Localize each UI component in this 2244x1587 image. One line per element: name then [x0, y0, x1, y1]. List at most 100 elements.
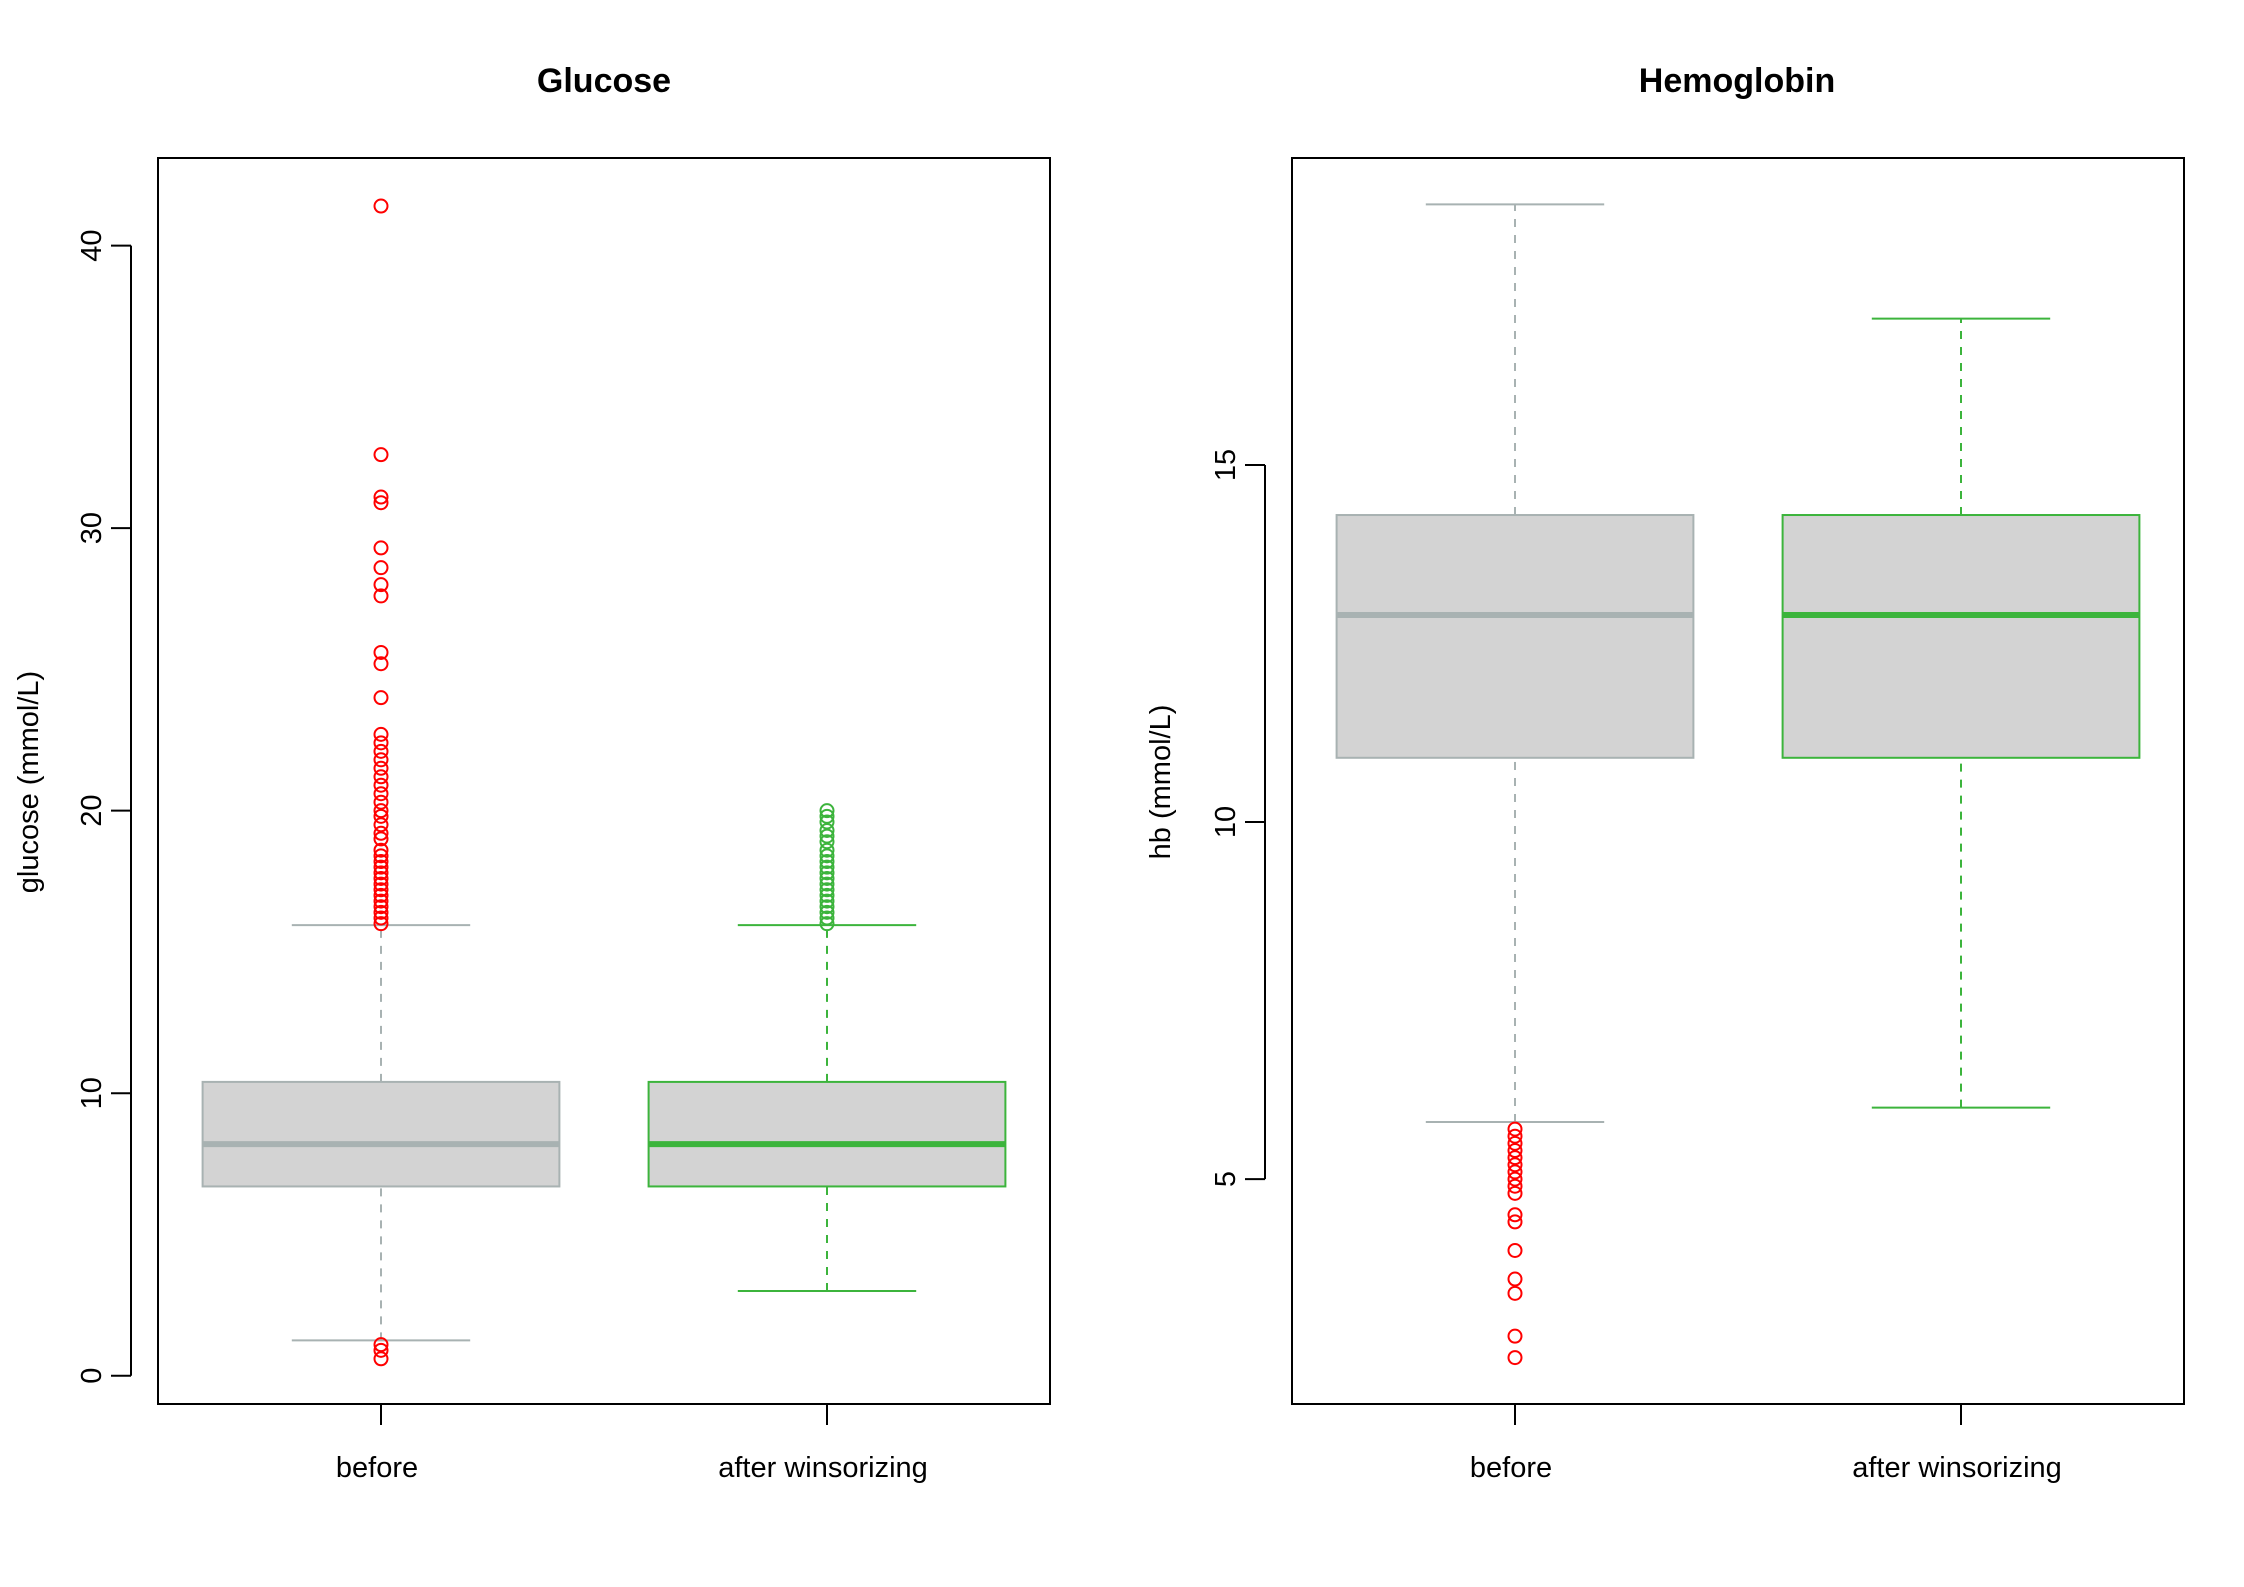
box-iqr	[201, 1080, 561, 1188]
outlier-point	[373, 769, 389, 785]
outlier-point	[819, 854, 835, 870]
outlier-point	[1507, 1178, 1523, 1194]
glucose-y-tick-label: 0	[76, 1368, 108, 1384]
outlier-point	[373, 842, 389, 858]
outlier-point	[373, 447, 389, 463]
outlier-point	[373, 577, 389, 593]
hemoglobin-panel: Hemoglobin hb (mmol/L) 5 10 15 before after…	[1145, 62, 2185, 1484]
outlier-point	[819, 814, 835, 830]
outlier-point	[373, 1342, 389, 1358]
hemoglobin-boxes	[1335, 203, 2141, 1366]
glucose-box-after-winsorizing	[647, 803, 1007, 1292]
outlier-point	[373, 854, 389, 870]
outlier-point	[1507, 1350, 1523, 1366]
outlier-point	[1507, 1135, 1523, 1151]
outlier-point	[373, 831, 389, 847]
outlier-point	[819, 910, 835, 926]
outlier-point	[373, 882, 389, 898]
outlier-point	[1507, 1328, 1523, 1344]
hemoglobin-box-after-winsorizing	[1781, 317, 2141, 1109]
hemoglobin-y-tick-label: 10	[1210, 806, 1242, 838]
outlier-point	[373, 859, 389, 875]
outlier-point	[819, 916, 835, 932]
outlier-point	[819, 899, 835, 915]
outlier-point	[373, 656, 389, 672]
glucose-x-axis: before after winsorizing	[336, 1405, 928, 1484]
outlier-point	[373, 735, 389, 751]
outlier-point	[373, 198, 389, 214]
outlier-point	[373, 808, 389, 824]
outlier-point	[1507, 1185, 1523, 1201]
outlier-point	[1507, 1285, 1523, 1301]
outlier-point	[1507, 1121, 1523, 1137]
outlier-point	[819, 803, 835, 819]
glucose-y-axis: 0 10 20 30 40	[76, 229, 132, 1384]
outlier-point	[373, 825, 389, 841]
hemoglobin-box-before	[1335, 203, 1695, 1366]
outlier-point	[373, 560, 389, 576]
outlier-point	[373, 876, 389, 892]
box-iqr	[647, 1080, 1007, 1188]
outlier-point	[1507, 1171, 1523, 1187]
outlier-point	[819, 848, 835, 864]
hemoglobin-y-tick-label: 5	[1210, 1171, 1242, 1187]
glucose-x-tick-label-before: before	[336, 1452, 418, 1484]
outlier-point	[373, 817, 389, 833]
box-iqr	[1335, 514, 1695, 759]
hemoglobin-x-axis: before after winsorizing	[1470, 1405, 2062, 1484]
box-iqr	[1781, 514, 2141, 759]
outlier-point	[373, 1337, 389, 1353]
outlier-point	[373, 794, 389, 810]
outlier-point	[373, 777, 389, 793]
glucose-y-tick-label: 30	[76, 512, 108, 544]
outlier-point	[373, 887, 389, 903]
outlier-point	[819, 904, 835, 920]
outlier-point	[819, 859, 835, 875]
hemoglobin-x-tick-label-before: before	[1470, 1452, 1552, 1484]
hemoglobin-plot-frame	[1291, 157, 2185, 1405]
outlier-point	[1507, 1164, 1523, 1180]
outlier-point	[373, 910, 389, 926]
outlier-point	[1507, 1143, 1523, 1159]
outlier-point	[373, 690, 389, 706]
hemoglobin-chart-title: Hemoglobin	[1639, 62, 1835, 100]
hemoglobin-y-tick-label: 15	[1210, 449, 1242, 481]
outlier-point	[373, 1351, 389, 1367]
outlier-point	[1507, 1128, 1523, 1144]
outlier-point	[819, 893, 835, 909]
outlier-point	[373, 848, 389, 864]
glucose-chart-title: Glucose	[537, 62, 671, 100]
outlier-point	[819, 865, 835, 881]
glucose-box-before	[201, 198, 561, 1367]
outlier-point	[1507, 1207, 1523, 1223]
outlier-point	[373, 803, 389, 819]
glucose-panel: Glucose glucose (mmol/L) 0 10 20 30 40 befor…	[13, 62, 1051, 1484]
outlier-point	[819, 882, 835, 898]
outlier-point	[819, 822, 835, 838]
glucose-y-axis-label: glucose (mmol/L)	[13, 671, 45, 893]
outlier-point	[819, 834, 835, 850]
glucose-y-tick-label: 20	[76, 795, 108, 827]
glucose-y-tick-label: 10	[76, 1077, 108, 1109]
outlier-point	[1507, 1157, 1523, 1173]
outlier-point	[373, 870, 389, 886]
outlier-point	[1507, 1271, 1523, 1287]
hemoglobin-x-tick-label-after-winsorizing: after winsorizing	[1852, 1452, 2062, 1484]
outlier-point	[819, 842, 835, 858]
outlier-point	[373, 644, 389, 660]
outlier-point	[819, 876, 835, 892]
outlier-point	[373, 743, 389, 759]
outlier-point	[373, 786, 389, 802]
outlier-point	[373, 588, 389, 604]
glucose-boxes	[201, 198, 1007, 1367]
glucose-y-tick-label: 40	[76, 229, 108, 261]
outlier-point	[373, 916, 389, 932]
outlier-point	[373, 495, 389, 511]
outlier-point	[373, 899, 389, 915]
hemoglobin-y-axis-label: hb (mmol/L)	[1145, 705, 1177, 860]
outlier-point	[373, 760, 389, 776]
outlier-point	[373, 904, 389, 920]
outlier-point	[819, 887, 835, 903]
glucose-plot-frame	[157, 157, 1051, 1405]
outlier-point	[819, 808, 835, 824]
